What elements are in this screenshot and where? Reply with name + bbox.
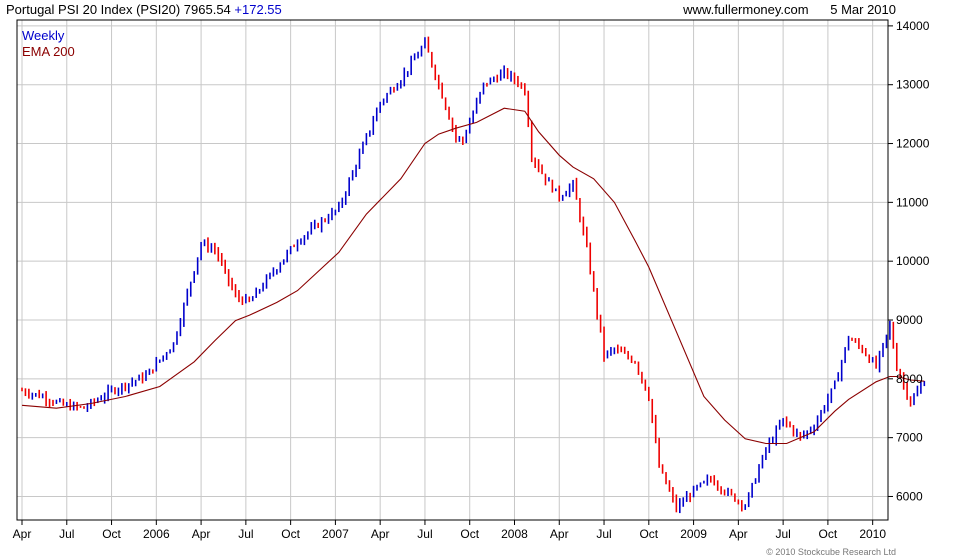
price-change: +172.55 xyxy=(234,2,282,17)
x-tick-label: Apr xyxy=(13,527,32,541)
legend-weekly: Weekly xyxy=(22,28,65,43)
legend-ema-200: EMA 200 xyxy=(22,44,75,59)
x-tick-label: 2006 xyxy=(143,527,170,541)
x-tick-label: 2010 xyxy=(859,527,886,541)
x-tick-label: Jul xyxy=(596,527,611,541)
x-tick-label: Oct xyxy=(102,527,121,541)
index-title: Portugal PSI 20 Index (PSI20) xyxy=(6,2,181,17)
x-tick-label: 2007 xyxy=(322,527,349,541)
y-tick-label: 14000 xyxy=(896,19,930,33)
x-tick-label: Apr xyxy=(729,527,748,541)
x-tick-label: Oct xyxy=(281,527,300,541)
chart-header-right: www.fullermoney.com 5 Mar 2010 xyxy=(683,2,896,17)
x-tick-label: Apr xyxy=(192,527,211,541)
plot-frame xyxy=(16,19,889,521)
chart-header-left: Portugal PSI 20 Index (PSI20) 7965.54 +1… xyxy=(6,2,282,17)
y-tick-label: 9000 xyxy=(896,313,923,327)
y-tick-label: 11000 xyxy=(896,195,929,209)
copyright-notice: © 2010 Stockcube Research Ltd xyxy=(766,547,896,557)
x-axis: Apr Jul Oct 2006 Apr Jul Oct 2007 Apr Jul Oct 2008 A… xyxy=(13,520,886,541)
y-tick-label: 10000 xyxy=(896,254,930,268)
x-tick-label: Apr xyxy=(371,527,390,541)
x-tick-label: Oct xyxy=(819,527,838,541)
x-tick-label: Oct xyxy=(460,527,479,541)
x-tick-label: Jul xyxy=(775,527,790,541)
x-tick-label: 2008 xyxy=(501,527,528,541)
chart-date: 5 Mar 2010 xyxy=(830,2,896,17)
y-tick-label: 13000 xyxy=(896,78,930,92)
ema-200-line xyxy=(21,107,925,445)
x-tick-label: Oct xyxy=(639,527,658,541)
site-link[interactable]: www.fullermoney.com xyxy=(683,2,809,17)
candlestick-bars xyxy=(21,36,926,514)
x-tick-label: Jul xyxy=(238,527,253,541)
y-tick-label: 6000 xyxy=(896,489,923,503)
last-price: 7965.54 xyxy=(183,2,231,17)
grid-lines xyxy=(17,20,888,520)
y-tick-label: 12000 xyxy=(896,137,930,151)
y-tick-label: 8000 xyxy=(896,372,923,386)
x-tick-label: Jul xyxy=(417,527,432,541)
x-tick-label: Apr xyxy=(550,527,569,541)
y-axis: 6000 7000 8000 9000 10000 11000 12000 13000 1400… xyxy=(888,19,930,503)
x-tick-label: 2009 xyxy=(680,527,707,541)
y-tick-label: 7000 xyxy=(896,431,923,445)
x-tick-label: Jul xyxy=(59,527,74,541)
